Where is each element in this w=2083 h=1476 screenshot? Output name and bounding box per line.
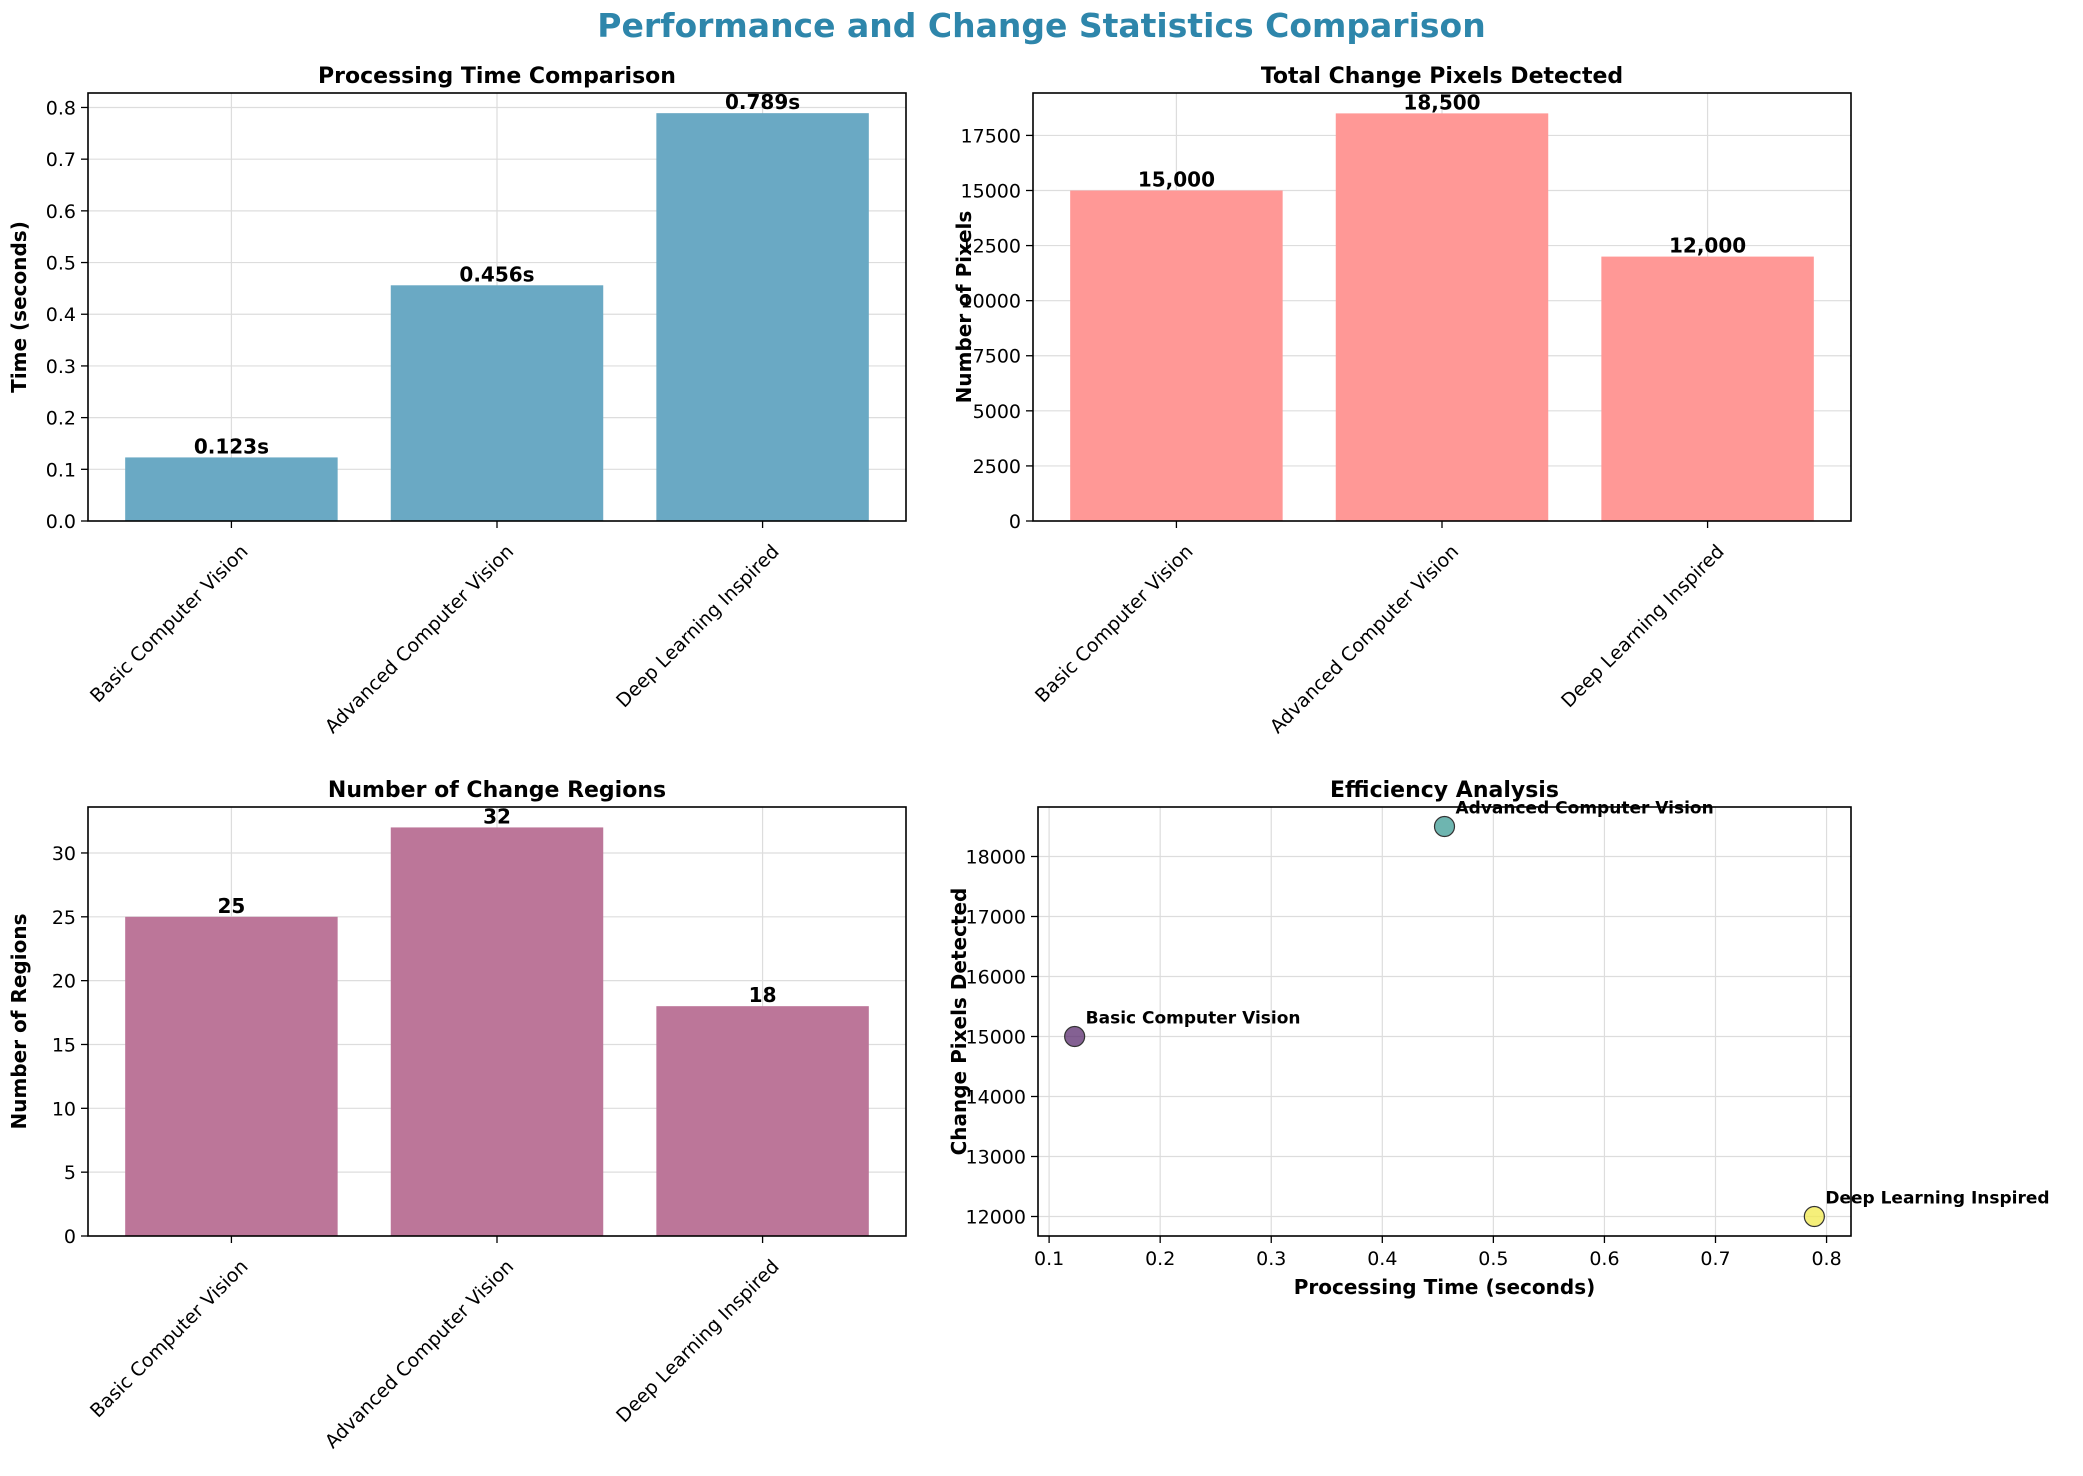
subplot-3: Number of Change Regions 0 5 10 15 20 25 30 25 32… xyxy=(7,778,907,1453)
y-tick-label: 5 xyxy=(64,1162,76,1184)
bar-data-label: 0.456s xyxy=(459,262,534,286)
y-tick-label: 15 xyxy=(52,1034,76,1056)
y-tick-label: 0.3 xyxy=(46,356,76,378)
y-tick-label: 15000 xyxy=(961,180,1021,202)
y-axis-label: Number of Regions xyxy=(7,914,31,1130)
y-axis-label: Number of Pixels xyxy=(952,211,976,404)
subplot-title: Total Change Pixels Detected xyxy=(1261,64,1623,89)
y-axis-label: Change Pixels Detected xyxy=(947,888,971,1156)
y-tick-label: 2500 xyxy=(973,456,1021,478)
y-tick-label: 20 xyxy=(52,971,76,993)
y-tick-label: 0.4 xyxy=(46,304,76,326)
x-tick-label: Basic Computer Vision xyxy=(1031,541,1198,708)
y-tick-label: 10 xyxy=(52,1098,76,1120)
y-tick-label: 0.8 xyxy=(46,97,76,119)
x-tick-label: Advanced Computer Vision xyxy=(321,1256,518,1453)
axes-frame xyxy=(1037,806,1852,1237)
subplot-title: Number of Change Regions xyxy=(328,778,666,803)
scatter-point xyxy=(1433,815,1456,838)
bar-data-label: 12,000 xyxy=(1669,234,1746,258)
bar xyxy=(1601,256,1814,521)
y-tick-label: 13000 xyxy=(966,1147,1026,1169)
subplot-1: Processing Time Comparison 0.0 0.1 0.2 0.3 0.… xyxy=(7,64,907,738)
y-tick-label: 10000 xyxy=(961,291,1021,313)
y-tick-label: 14000 xyxy=(966,1087,1026,1109)
y-tick-label: 16000 xyxy=(966,967,1026,989)
bar xyxy=(1070,190,1283,522)
bar xyxy=(656,113,869,521)
y-tick-label: 0.1 xyxy=(46,459,76,481)
y-tick-label: 25 xyxy=(52,907,76,929)
y-tick-label: 17000 xyxy=(966,907,1026,929)
x-tick-label: Deep Learning Inspired xyxy=(1557,541,1729,713)
figure-title: Performance and Change Statistics Compar… xyxy=(597,6,1486,45)
bar-data-label: 25 xyxy=(217,894,245,918)
bar-data-label: 18 xyxy=(749,983,777,1007)
x-tick-label: 0.5 xyxy=(1478,1248,1508,1270)
x-tick-label: 0.3 xyxy=(1256,1248,1286,1270)
bar xyxy=(656,1006,869,1236)
x-tick-label: Advanced Computer Vision xyxy=(1266,541,1463,738)
scatter-point xyxy=(1803,1205,1825,1228)
y-tick-label: 12500 xyxy=(961,236,1021,258)
bar xyxy=(390,827,604,1236)
point-annotation: Basic Computer Vision xyxy=(1086,1009,1301,1029)
bar-data-label: 0.789s xyxy=(725,90,800,114)
x-tick-label: Basic Computer Vision xyxy=(86,541,253,708)
subplot-title: Efficiency Analysis xyxy=(1330,778,1559,803)
x-axis-label: Processing Time (seconds) xyxy=(1294,1275,1596,1299)
y-tick-label: 15000 xyxy=(966,1027,1026,1049)
bar-data-label: 0.123s xyxy=(194,434,269,458)
scatter-point xyxy=(1064,1025,1086,1048)
y-tick-label: 30 xyxy=(52,843,76,865)
point-annotation: Advanced Computer Vision xyxy=(1456,799,1714,819)
bar-data-label: 18,500 xyxy=(1403,90,1480,114)
x-tick-label: Deep Learning Inspired xyxy=(612,541,784,713)
y-tick-label: 0.5 xyxy=(46,253,76,275)
x-tick-label: Basic Computer Vision xyxy=(86,1256,253,1423)
bar xyxy=(390,285,604,521)
y-tick-label: 12000 xyxy=(966,1207,1026,1229)
axes-frame xyxy=(87,806,907,1237)
y-tick-label: 0.2 xyxy=(46,408,76,430)
subplot-4: Efficiency Analysis 12000 13000 14000 15000 1… xyxy=(947,778,2050,1299)
x-tick-label: 0.6 xyxy=(1589,1248,1619,1270)
axes-frame xyxy=(87,92,907,522)
y-axis-label: Time (seconds) xyxy=(7,221,31,393)
y-tick-label: 17500 xyxy=(961,125,1021,147)
y-tick-label: 5000 xyxy=(973,401,1021,423)
subplot-title: Processing Time Comparison xyxy=(318,64,676,89)
bar xyxy=(1335,113,1549,521)
y-tick-label: 18000 xyxy=(966,847,1026,869)
x-tick-label: 0.1 xyxy=(1034,1248,1064,1270)
x-tick-label: Advanced Computer Vision xyxy=(321,541,518,738)
y-tick-label: 0.0 xyxy=(46,511,76,533)
axes-frame xyxy=(1032,92,1852,522)
bar-data-label: 32 xyxy=(483,804,511,828)
bar xyxy=(125,457,338,521)
subplot-2: Total Change Pixels Detected 0 2500 5000 750… xyxy=(952,64,1852,738)
y-tick-label: 0.6 xyxy=(46,201,76,223)
x-tick-label: 0.7 xyxy=(1700,1248,1730,1270)
y-tick-label: 0 xyxy=(1009,511,1021,533)
bar xyxy=(125,916,338,1236)
x-tick-label: 0.4 xyxy=(1367,1248,1397,1270)
x-tick-label: 0.2 xyxy=(1145,1248,1175,1270)
y-tick-label: 7500 xyxy=(973,346,1021,368)
point-annotation: Deep Learning Inspired xyxy=(1825,1189,2049,1209)
bar-data-label: 15,000 xyxy=(1138,167,1215,191)
x-tick-label: Deep Learning Inspired xyxy=(612,1256,784,1428)
y-tick-label: 0 xyxy=(64,1226,76,1248)
x-tick-label: 0.8 xyxy=(1811,1248,1841,1270)
y-tick-label: 0.7 xyxy=(46,149,76,171)
